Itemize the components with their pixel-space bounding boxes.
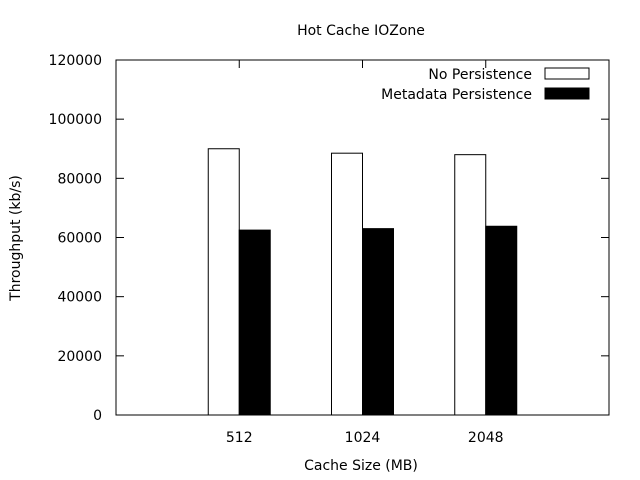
plot-frame: [115, 59, 610, 416]
bar-metadata-persistence-1024: [362, 228, 394, 416]
x-axis-label: Cache Size (MB): [304, 458, 418, 474]
bar-no-persistence-1024: [331, 152, 363, 416]
bar-no-persistence-512: [207, 148, 240, 416]
legend-swatch-metadata-persistence: [544, 87, 590, 100]
y-tick-label: 100000: [49, 112, 102, 128]
legend-swatch-no-persistence: [544, 67, 590, 80]
y-tick-label: 20000: [57, 349, 102, 365]
chart-title: Hot Cache IOZone: [297, 23, 425, 39]
x-ticks: 512 1024 2048: [226, 60, 504, 446]
bar-no-persistence-2048: [454, 154, 487, 416]
bars: [207, 148, 518, 416]
y-tick-label: 0: [93, 408, 102, 424]
legend-label-no-persistence: No Persistence: [428, 67, 532, 83]
bar-metadata-persistence-512: [238, 229, 271, 416]
y-tick-label: 40000: [57, 290, 102, 306]
y-tick-label: 120000: [49, 53, 102, 69]
bar-metadata-persistence-2048: [485, 225, 518, 416]
x-tick-label: 2048: [468, 430, 504, 446]
x-tick-label: 512: [226, 430, 253, 446]
legend: No Persistence Metadata Persistence: [381, 67, 590, 103]
y-tick-label: 60000: [57, 231, 102, 247]
x-tick-label: 1024: [345, 430, 381, 446]
y-axis-label: Throughput (kb/s): [8, 175, 24, 302]
y-ticks: 0 20000 40000 60000 80000 100000 120000: [49, 53, 609, 424]
y-tick-label: 80000: [57, 171, 102, 187]
legend-label-metadata-persistence: Metadata Persistence: [381, 87, 532, 103]
